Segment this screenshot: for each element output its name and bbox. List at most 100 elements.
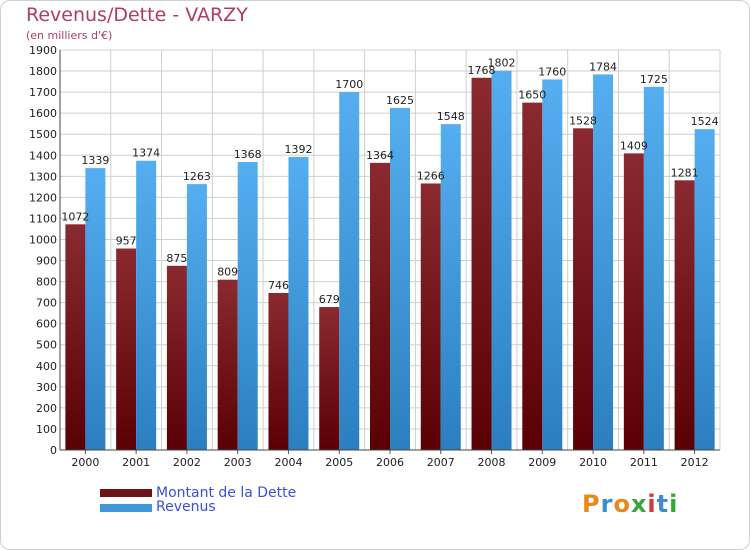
y-tick-label: 800 <box>36 276 57 289</box>
x-tick-label: 2007 <box>427 456 455 469</box>
y-tick-label: 1800 <box>29 65 57 78</box>
data-label-dette: 1072 <box>61 210 89 223</box>
y-tick-label: 300 <box>36 381 57 394</box>
x-tick-label: 2003 <box>224 456 252 469</box>
x-tick-label: 2006 <box>376 456 404 469</box>
bar-dette <box>674 180 695 450</box>
data-label-revenus: 1392 <box>284 143 312 156</box>
data-label-dette: 1650 <box>518 89 546 102</box>
bar-dette <box>522 102 543 450</box>
bar-dette <box>471 77 492 450</box>
bar-dette <box>217 279 238 450</box>
y-tick-label: 1100 <box>29 212 57 225</box>
bar-revenus <box>694 129 715 450</box>
bars <box>65 70 715 451</box>
bar-revenus <box>390 107 410 450</box>
y-tick-label: 0 <box>50 444 57 457</box>
bar-revenus <box>288 156 309 450</box>
y-tick-label: 1700 <box>29 86 57 99</box>
data-label-dette: 746 <box>268 279 289 292</box>
y-tick-label: 900 <box>36 255 57 268</box>
y-tick-label: 200 <box>36 402 57 415</box>
data-label-dette: 1364 <box>366 149 394 162</box>
x-tick-label: 2002 <box>173 456 201 469</box>
bar-revenus <box>339 92 360 451</box>
x-tick-label: 2012 <box>681 456 709 469</box>
data-label-revenus: 1700 <box>335 78 363 91</box>
data-label-revenus: 1339 <box>81 154 109 167</box>
bar-dette <box>65 224 86 450</box>
data-label-dette: 875 <box>166 252 187 265</box>
y-tick-label: 100 <box>36 423 57 436</box>
data-label-dette: 1409 <box>620 139 648 152</box>
data-label-dette: 1528 <box>569 114 597 127</box>
x-tick-label: 2008 <box>478 456 506 469</box>
data-label-revenus: 1263 <box>183 170 211 183</box>
logo-letter: r <box>600 490 614 518</box>
bar-dette <box>268 292 289 450</box>
x-tick-label: 2001 <box>122 456 150 469</box>
y-tick-label: 1500 <box>29 128 57 141</box>
y-tick-label: 400 <box>36 360 57 373</box>
data-label-revenus: 1725 <box>640 73 668 86</box>
bar-revenus <box>491 70 512 450</box>
data-label-revenus: 1625 <box>386 94 414 107</box>
y-tick-label: 500 <box>36 339 57 352</box>
data-label-revenus: 1524 <box>691 115 719 128</box>
chart-title: Revenus/Dette - VARZY <box>26 4 248 26</box>
legend-swatch-dette <box>100 489 152 497</box>
data-label-dette: 1281 <box>671 166 699 179</box>
x-tick-label: 2004 <box>274 456 302 469</box>
bar-dette <box>166 265 187 450</box>
logo-letter: P <box>582 490 601 518</box>
logo-letter: t <box>656 490 670 518</box>
bar-revenus <box>542 79 563 450</box>
x-tick-label: 2009 <box>528 456 556 469</box>
logo-letter: i <box>647 490 657 518</box>
y-tick-label: 1200 <box>29 191 57 204</box>
bar-dette <box>420 183 441 450</box>
x-tick-label: 2011 <box>630 456 658 469</box>
x-tick-label: 2000 <box>71 456 99 469</box>
y-tick-label: 1600 <box>29 107 57 120</box>
bar-revenus <box>136 160 157 450</box>
data-label-dette: 1266 <box>417 169 445 182</box>
y-tick-label: 1900 <box>29 44 57 57</box>
logo-letter: o <box>613 490 631 518</box>
bar-dette <box>623 153 644 451</box>
proxiti-logo: Proxiti <box>582 490 678 518</box>
data-label-dette: 1768 <box>468 64 496 77</box>
bar-revenus <box>440 124 461 451</box>
data-label-revenus: 1802 <box>488 57 516 70</box>
bar-revenus <box>593 74 614 450</box>
y-tick-label: 700 <box>36 297 57 310</box>
y-tick-label: 1300 <box>29 170 57 183</box>
data-label-dette: 957 <box>116 235 137 248</box>
data-label-revenus: 1548 <box>437 110 465 123</box>
bar-dette <box>370 162 390 450</box>
chart-subtitle: (en milliers d'€) <box>26 29 113 42</box>
data-label-dette: 809 <box>217 266 238 279</box>
y-tick-label: 1000 <box>29 233 57 246</box>
data-label-dette: 679 <box>319 293 340 306</box>
legend-label-revenus: Revenus <box>156 499 216 515</box>
logo-letter: i <box>669 490 679 518</box>
bar-revenus <box>186 184 207 450</box>
data-label-revenus: 1374 <box>132 147 160 160</box>
y-tick-label: 1400 <box>29 149 57 162</box>
bar-revenus <box>85 168 106 450</box>
bar-revenus <box>237 162 258 450</box>
value-labels: 1072 1339 957 1374 875 1263 809 1368 746 1392 679 1… <box>61 57 718 306</box>
bar-dette <box>573 128 594 450</box>
bar-revenus <box>643 86 664 450</box>
logo-letter: x <box>630 490 648 518</box>
axes: 0 100 200 300 400 500 600 700 800 900 1000 1100 1200… <box>29 44 720 469</box>
data-label-revenus: 1784 <box>589 60 617 73</box>
x-tick-label: 2010 <box>579 456 607 469</box>
y-tick-label: 600 <box>36 318 57 331</box>
x-tick-label: 2005 <box>325 456 353 469</box>
bar-dette <box>319 307 340 450</box>
bar-dette <box>116 248 137 450</box>
legend-swatch-revenus <box>100 504 152 512</box>
